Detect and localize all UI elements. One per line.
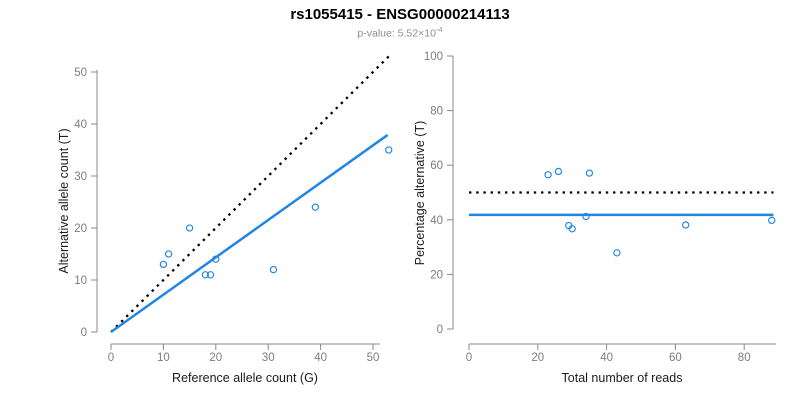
x-tick-label: 50: [367, 352, 380, 364]
pvalue-exponent: -4: [435, 25, 443, 34]
data-point: [544, 171, 552, 179]
data-point: [164, 250, 173, 258]
y-tick-label: 20: [430, 269, 443, 281]
pvalue-text: p-value: 5.52×10: [357, 27, 436, 40]
y-tick-label: 100: [424, 51, 443, 63]
data-point: [201, 271, 209, 279]
data-point: [311, 203, 320, 211]
data-point: [582, 212, 590, 221]
y-tick-label: 50: [74, 67, 87, 79]
data-point: [185, 224, 194, 232]
x-tick-label: 0: [108, 352, 114, 364]
x-tick-label: 30: [262, 352, 275, 364]
x-tick-label: 60: [669, 352, 682, 364]
identity-line: [110, 54, 391, 333]
data-point: [585, 169, 594, 177]
data-point: [768, 216, 776, 225]
x-tick-label: 10: [157, 352, 170, 364]
data-point: [613, 249, 621, 257]
y-tick-label: 0: [81, 327, 87, 339]
x-tick-label: 20: [209, 352, 222, 364]
y-axis-title: Alternative allele count (T): [57, 128, 71, 273]
figure-title: rs1055415 - ENSG00000214113: [290, 6, 510, 23]
y-tick-label: 80: [430, 106, 443, 118]
x-tick-label: 40: [600, 352, 613, 364]
x-tick-label: 20: [531, 352, 544, 364]
x-tick-label: 80: [738, 352, 751, 364]
y-axis-title: Percentage alternative (T): [413, 121, 427, 266]
y-tick-label: 0: [437, 324, 443, 336]
data-point: [269, 265, 278, 274]
y-tick-label: 60: [430, 160, 443, 172]
data-point: [206, 271, 215, 279]
data-point: [159, 260, 168, 269]
y-tick-label: 30: [74, 171, 87, 183]
data-point: [554, 167, 563, 176]
data-point: [568, 225, 576, 233]
figure-subtitle: p-value: 5.52×10-4: [0, 25, 800, 40]
x-tick-label: 40: [314, 352, 327, 364]
x-axis-title: Reference allele count (G): [172, 371, 318, 385]
y-tick-label: 10: [74, 275, 87, 287]
y-tick-label: 40: [74, 119, 87, 131]
y-tick-label: 20: [74, 223, 87, 235]
data-point: [385, 146, 393, 154]
x-axis-title: Total number of reads: [562, 371, 683, 385]
data-point: [212, 255, 220, 263]
x-tick-label: 0: [466, 352, 472, 364]
y-tick-label: 40: [430, 215, 443, 227]
data-point: [682, 221, 690, 229]
fitted-line: [110, 133, 389, 334]
